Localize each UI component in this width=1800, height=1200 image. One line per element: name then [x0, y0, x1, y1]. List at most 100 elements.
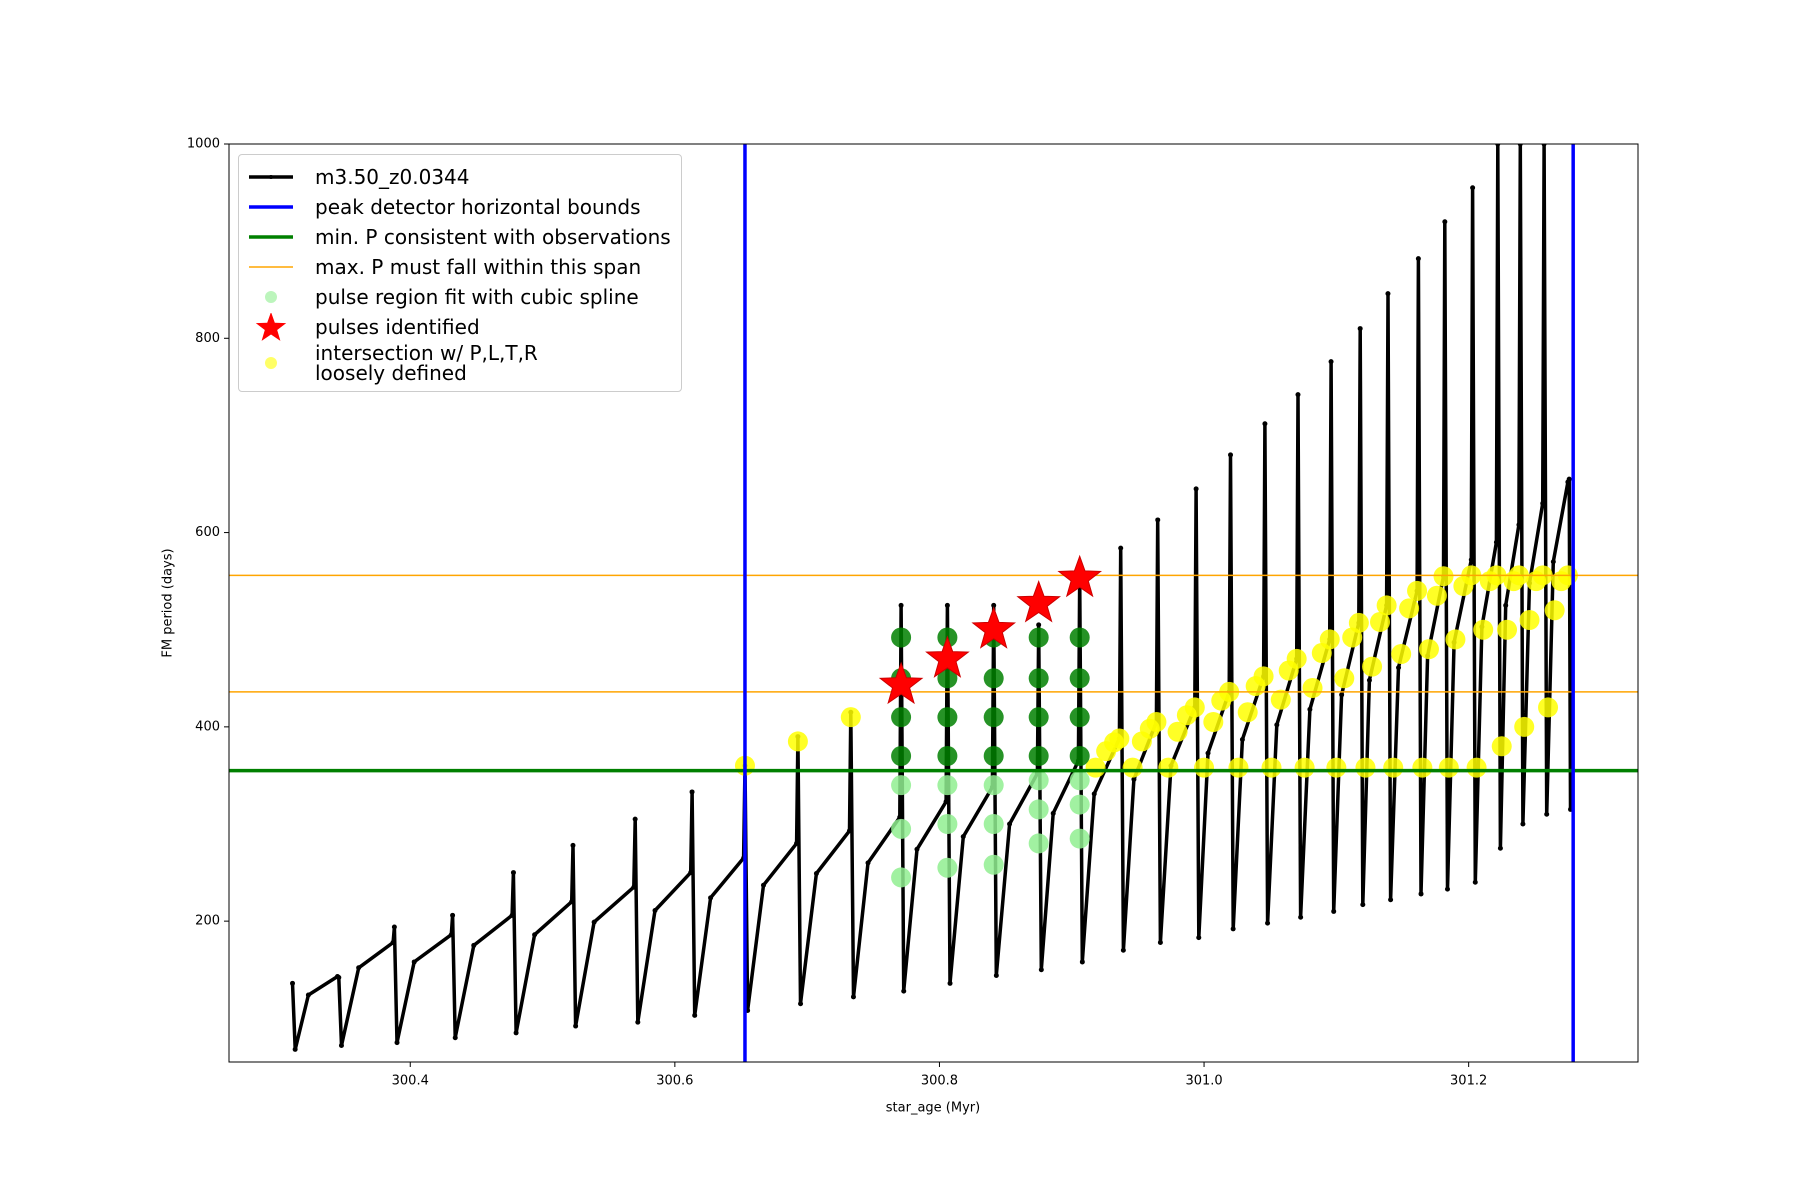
data-point [290, 980, 296, 986]
data-point [1262, 421, 1268, 427]
legend-entry: m3.50_z0.0344 [245, 163, 671, 191]
scatter-point [983, 746, 1004, 766]
data-point [1360, 902, 1366, 908]
data-point [1155, 517, 1161, 523]
series [878, 554, 1102, 705]
data-point [898, 602, 904, 608]
data-point [1415, 256, 1421, 262]
data-point [1193, 486, 1199, 492]
y-axis-label: FM period (days) [161, 548, 176, 657]
y-tick-label: 1000 [187, 137, 220, 152]
legend-entry: intersection w/ P,L,T,R loosely defined [245, 343, 671, 383]
scatter-point [1228, 757, 1249, 778]
data-point [689, 789, 695, 795]
data-point [1118, 545, 1124, 551]
y-tick-label: 200 [195, 914, 220, 929]
scatter-point [1302, 678, 1323, 698]
data-point [1239, 736, 1245, 742]
scatter-point [1028, 770, 1049, 791]
scatter-point [937, 857, 958, 878]
scatter-point [937, 707, 958, 728]
data-point [631, 884, 637, 890]
scatter-point [1445, 629, 1466, 650]
scatter-point [1334, 668, 1355, 689]
data-point [688, 870, 694, 876]
legend-entry: max. P must fall within this span [245, 253, 671, 281]
data-point [1357, 326, 1363, 332]
legend-entry: min. P consistent with observations [245, 223, 671, 251]
legend-dot [265, 291, 277, 303]
star-marker [1016, 580, 1062, 623]
data-point [944, 602, 950, 608]
data-point [632, 816, 638, 822]
data-point [510, 870, 516, 876]
legend-entry: peak detector horizontal bounds [245, 193, 671, 221]
data-point [692, 1012, 698, 1018]
scatter-point [1028, 746, 1049, 766]
scatter-point [983, 707, 1004, 728]
legend-icon [249, 235, 293, 239]
data-point [570, 842, 576, 848]
scatter-point [1294, 757, 1315, 778]
legend-star [255, 313, 287, 341]
data-point [1503, 602, 1509, 608]
series [734, 565, 1578, 778]
scatter-point [1491, 736, 1512, 757]
scatter-point [1237, 702, 1258, 723]
scatter-point [1519, 610, 1540, 630]
data-point [1307, 706, 1313, 712]
data-point [338, 1042, 344, 1048]
x-tick-label: 301.0 [1185, 1074, 1222, 1089]
legend-label: pulse region fit with cubic spline [315, 285, 639, 309]
x-tick-label: 300.4 [392, 1074, 429, 1089]
legend-label: peak detector horizontal bounds [315, 195, 641, 219]
scatter-point [1069, 627, 1090, 648]
data-point [991, 602, 997, 608]
scatter-point [1122, 757, 1143, 778]
data-point [471, 942, 477, 948]
legend-icon [265, 291, 277, 303]
data-point [1007, 821, 1013, 827]
scatter-point [1253, 666, 1274, 687]
data-point [1339, 692, 1345, 698]
scatter-point [937, 746, 958, 766]
scatter-point [1085, 757, 1106, 778]
data-point [1331, 908, 1337, 914]
scatter-point [1146, 712, 1167, 732]
legend-icon [249, 205, 293, 209]
scatter-point [1326, 757, 1347, 778]
data-point [1470, 185, 1476, 191]
data-point [846, 828, 852, 834]
legend-label: pulses identified [315, 315, 480, 339]
scatter-point [1426, 585, 1447, 606]
scatter-point [1473, 619, 1494, 640]
scatter-point [1261, 757, 1282, 778]
data-point [356, 965, 362, 971]
scatter-point [1407, 580, 1428, 601]
data-point [635, 1019, 641, 1025]
data-point [1295, 392, 1301, 398]
data-point [1157, 940, 1163, 946]
data-point [947, 980, 953, 986]
scatter-point [1158, 757, 1179, 778]
data-line [290, 144, 1573, 1052]
data-point [652, 907, 658, 913]
data-point [448, 932, 454, 938]
data-point [1444, 886, 1450, 892]
scatter-point [983, 854, 1004, 875]
scatter-point [1370, 611, 1391, 632]
series [743, 144, 1575, 1062]
data-point [394, 1040, 400, 1046]
scatter-point [1167, 721, 1188, 742]
x-tick-label: 300.8 [921, 1074, 958, 1089]
data-point [901, 988, 907, 994]
scatter-point [1362, 656, 1383, 677]
data-point [450, 912, 456, 918]
data-point [452, 1035, 458, 1041]
plot-area [229, 144, 1638, 1062]
data-point [943, 799, 949, 805]
data-point [1120, 947, 1126, 953]
